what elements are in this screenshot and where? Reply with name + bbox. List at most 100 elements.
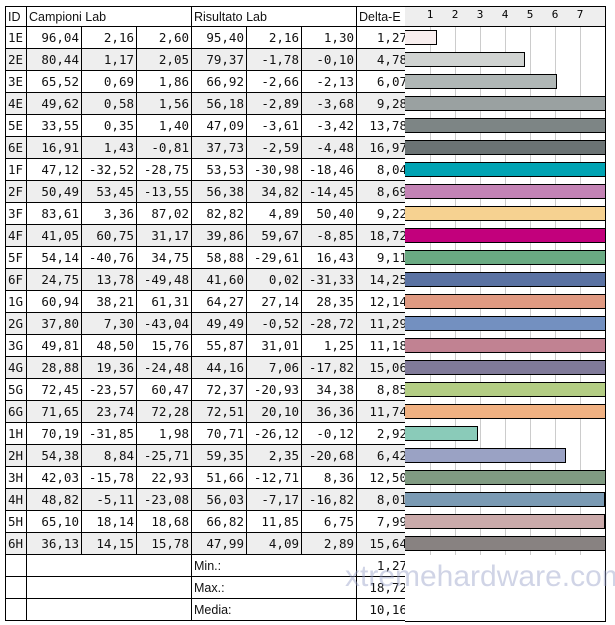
bar-2G (405, 316, 605, 331)
x-tick-label: 1 (426, 8, 434, 21)
lab-table: ID Campioni Lab Risultato Lab Delta-E 1E… (5, 6, 410, 621)
lab-value: 0,69 (81, 70, 137, 93)
table-row: 2H 54,38 8,84 -25,71 59,35 2,35 -20,68 6,42 (5, 444, 410, 467)
row-id: 4F (5, 224, 27, 247)
table-row: 3E 65,52 0,69 1,86 66,92 -2,66 -2,13 6,07 (5, 70, 410, 93)
lab-value: 53,45 (81, 180, 137, 203)
table-row: 5G 72,45 -23,57 60,47 72,37 -20,93 34,38 8,85 (5, 378, 410, 401)
lab-value: 13,78 (81, 268, 137, 291)
table-row: 3G 49,81 48,50 15,76 55,87 31,01 1,25 11,18 (5, 334, 410, 357)
lab-value: 1,98 (136, 422, 192, 445)
lab-value: 24,75 (26, 268, 82, 291)
lab-value: -14,45 (301, 180, 357, 203)
bar-1H (405, 426, 478, 441)
row-id: 6F (5, 268, 27, 291)
delta-e-value: 14,25 (356, 268, 410, 291)
lab-value: 37,73 (191, 136, 247, 159)
bar-4E (405, 96, 605, 111)
table-header: ID Campioni Lab Risultato Lab Delta-E (5, 6, 410, 27)
lab-value: 14,15 (81, 532, 137, 555)
lab-value: 83,61 (26, 202, 82, 225)
lab-value: 96,04 (26, 26, 82, 49)
lab-value: -18,46 (301, 158, 357, 181)
row-id: 2G (5, 312, 27, 335)
delta-e-value: 12,50 (356, 466, 410, 489)
lab-value: -3,42 (301, 114, 357, 137)
row-id: 1G (5, 290, 27, 313)
lab-value: 8,84 (81, 444, 137, 467)
lab-value: 60,94 (26, 290, 82, 313)
bar-3H (405, 470, 605, 485)
gridline (580, 21, 581, 555)
lab-value: -7,17 (246, 488, 302, 511)
lab-value: -49,48 (136, 268, 192, 291)
header-delta-e: Delta-E (356, 6, 410, 27)
lab-value: 48,82 (26, 488, 82, 511)
delta-e-value: 15,06 (356, 356, 410, 379)
lab-value: 38,21 (81, 290, 137, 313)
summary-row: Media: 10,16 (5, 598, 410, 621)
lab-value: 59,67 (246, 224, 302, 247)
bar-5E (405, 118, 605, 133)
bar-4G (405, 360, 605, 375)
lab-value: 50,49 (26, 180, 82, 203)
summary-value: 18,72 (356, 576, 410, 599)
lab-value: 0,02 (246, 268, 302, 291)
lab-value: 36,13 (26, 532, 82, 555)
delta-e-value: 6,07 (356, 70, 410, 93)
lab-value: 3,36 (81, 202, 137, 225)
lab-value: 33,55 (26, 114, 82, 137)
lab-value: -5,11 (81, 488, 137, 511)
lab-value: -29,61 (246, 246, 302, 269)
lab-value: 49,62 (26, 92, 82, 115)
lab-value: 34,75 (136, 246, 192, 269)
delta-e-value: 11,18 (356, 334, 410, 357)
lab-value: 37,80 (26, 312, 82, 335)
lab-value: 61,31 (136, 290, 192, 313)
row-id: 5E (5, 114, 27, 137)
delta-e-value: 6,42 (356, 444, 410, 467)
lab-value: 27,14 (246, 290, 302, 313)
lab-value: -25,71 (136, 444, 192, 467)
bar-3G (405, 338, 605, 353)
lab-value: 70,19 (26, 422, 82, 445)
table-row: 6G 71,65 23,74 72,28 72,51 20,10 36,36 11,74 (5, 400, 410, 423)
lab-value: 80,44 (26, 48, 82, 71)
table-row: 4E 49,62 0,58 1,56 56,18 -2,89 -3,68 9,28 (5, 92, 410, 115)
table-row: 2E 80,44 1,17 2,05 79,37 -1,78 -0,10 4,78 (5, 48, 410, 71)
lab-value: 56,38 (191, 180, 247, 203)
lab-value: 54,38 (26, 444, 82, 467)
summary-label: Media: (191, 598, 357, 621)
lab-value: 2,35 (246, 444, 302, 467)
table-row: 5F 54,14 -40,76 34,75 58,88 -29,61 16,43 9,11 (5, 246, 410, 269)
lab-value: -24,48 (136, 356, 192, 379)
bar-6E (405, 140, 605, 155)
delta-e-value: 8,85 (356, 378, 410, 401)
delta-e-value: 9,28 (356, 92, 410, 115)
lab-value: 64,27 (191, 290, 247, 313)
lab-value: 79,37 (191, 48, 247, 71)
lab-value: -15,78 (81, 466, 137, 489)
bar-5H (405, 514, 605, 529)
delta-e-value: 2,92 (356, 422, 410, 445)
lab-value: 48,50 (81, 334, 137, 357)
lab-value: 47,99 (191, 532, 247, 555)
table-row: 4G 28,88 19,36 -24,48 44,16 7,06 -17,82 15,06 (5, 356, 410, 379)
delta-e-value: 8,04 (356, 158, 410, 181)
delta-e-value: 1,27 (356, 26, 410, 49)
x-tick-label: 3 (476, 8, 484, 21)
lab-value: -2,13 (301, 70, 357, 93)
gridline (480, 21, 481, 555)
bar-6G (405, 404, 605, 419)
table-row: 1H 70,19 -31,85 1,98 70,71 -26,12 -0,12 2,92 (5, 422, 410, 445)
lab-value: 44,16 (191, 356, 247, 379)
lab-value: -4,48 (301, 136, 357, 159)
lab-value: 28,88 (26, 356, 82, 379)
bar-2F (405, 184, 605, 199)
table-row: 4F 41,05 60,75 31,17 39,86 59,67 -8,85 18,72 (5, 224, 410, 247)
lab-value: -0,52 (246, 312, 302, 335)
delta-e-value: 8,01 (356, 488, 410, 511)
lab-value: -28,72 (301, 312, 357, 335)
table-row: 3H 42,03 -15,78 22,93 51,66 -12,71 8,36 12,50 (5, 466, 410, 489)
header-id: ID (5, 6, 27, 27)
